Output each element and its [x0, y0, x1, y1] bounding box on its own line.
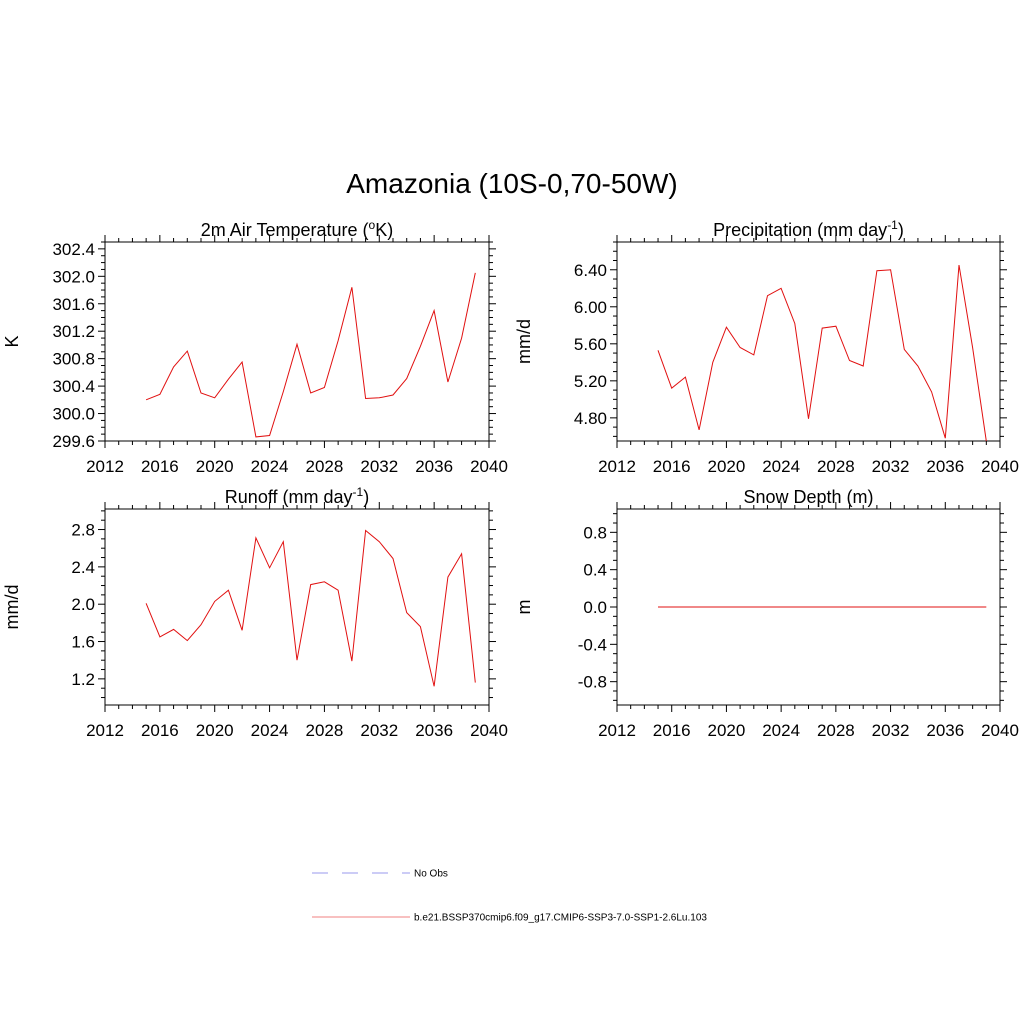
- y-tick-label: 2.8: [71, 521, 95, 540]
- y-axis-label: mm/d: [2, 585, 22, 630]
- legend-model-label: b.e21.BSSP370cmip6.f09_g17.CMIP6-SSP3-7.…: [414, 913, 707, 924]
- y-tick-label: 6.40: [574, 261, 607, 280]
- x-tick-label: 2032: [872, 721, 910, 740]
- x-tick-label: 2012: [86, 721, 124, 740]
- x-tick-label: 2012: [598, 721, 636, 740]
- panel-title: 2m Air Temperature (oK): [201, 218, 393, 240]
- series-line: [145, 529, 476, 687]
- y-tick-label: 4.80: [574, 409, 607, 428]
- y-tick-label: 5.60: [574, 335, 607, 354]
- y-tick-label: 2.4: [71, 558, 95, 577]
- x-tick-label: 2028: [306, 457, 344, 476]
- panel-title: Snow Depth (m): [743, 487, 873, 507]
- x-tick-label: 2040: [981, 721, 1019, 740]
- x-tick-label: 2040: [981, 457, 1019, 476]
- y-tick-label: 302.0: [52, 267, 95, 286]
- x-tick-label: 2016: [141, 721, 179, 740]
- x-tick-label: 2020: [708, 457, 746, 476]
- x-tick-label: 2028: [817, 721, 855, 740]
- x-tick-label: 2016: [141, 457, 179, 476]
- x-tick-label: 2028: [817, 457, 855, 476]
- y-tick-label: 300.8: [52, 350, 95, 369]
- x-tick-label: 2024: [762, 721, 800, 740]
- y-axis-label: K: [2, 335, 22, 347]
- y-tick-label: 5.20: [574, 372, 607, 391]
- y-tick-label: 1.2: [71, 670, 95, 689]
- panel-precipitation: 2012 2016 2020 2024 2028 2032 2036 2040 4.80 5.20…: [514, 218, 1019, 476]
- y-axis-label: mm/d: [514, 319, 534, 364]
- x-tick-label: 2024: [762, 457, 800, 476]
- y-tick-label: 301.6: [52, 295, 95, 314]
- series-line: [657, 265, 987, 442]
- y-tick-label: 0.4: [583, 561, 607, 580]
- y-tick-label: 2.0: [71, 595, 95, 614]
- y-tick-label: 299.6: [52, 432, 95, 451]
- x-tick-label: 2036: [415, 457, 453, 476]
- y-tick-label: 302.4: [52, 240, 95, 259]
- y-tick-label: 0.0: [583, 598, 607, 617]
- y-tick-label: 300.4: [52, 377, 95, 396]
- x-tick-label: 2016: [653, 457, 691, 476]
- x-tick-label: 2020: [196, 721, 234, 740]
- panel-runoff: 2012 2016 2020 2024 2028 2032 2036 2040 1.2 1.6 2.…: [2, 485, 508, 740]
- x-tick-label: 2020: [708, 721, 746, 740]
- x-tick-label: 2028: [306, 721, 344, 740]
- panel-title: Runoff (mm day-1): [225, 485, 369, 507]
- x-tick-label: 2032: [872, 457, 910, 476]
- x-tick-label: 2036: [415, 721, 453, 740]
- y-tick-label: -0.4: [578, 635, 607, 654]
- x-tick-label: 2012: [598, 457, 636, 476]
- panel-air-temperature: 2012 2016 2020 2024 2028 2032 2036 2040 299.6 300…: [2, 218, 508, 476]
- x-tick-label: 2032: [360, 457, 398, 476]
- y-tick-label: 1.6: [71, 633, 95, 652]
- x-tick-label: 2040: [470, 457, 508, 476]
- x-tick-label: 2024: [251, 721, 289, 740]
- x-tick-label: 2020: [196, 457, 234, 476]
- y-tick-label: 6.00: [574, 298, 607, 317]
- legend: No Obs b.e21.BSSP370cmip6.f09_g17.CMIP6-…: [312, 869, 707, 924]
- x-tick-label: 2012: [86, 457, 124, 476]
- y-tick-label: 301.2: [52, 322, 95, 341]
- x-tick-label: 2036: [926, 457, 964, 476]
- x-tick-label: 2040: [470, 721, 508, 740]
- panel-snow-depth: 2012 2016 2020 2024 2028 2032 2036 2040 -0.8 -0.4…: [514, 487, 1019, 740]
- y-tick-label: 300.0: [52, 405, 95, 424]
- x-tick-label: 2016: [653, 721, 691, 740]
- y-tick-label: 0.8: [583, 523, 607, 542]
- series-line: [145, 272, 476, 438]
- x-tick-label: 2032: [360, 721, 398, 740]
- plot-frame: [616, 241, 1001, 442]
- x-tick-label: 2036: [926, 721, 964, 740]
- page-title: Amazonia (10S-0,70-50W): [346, 168, 678, 199]
- y-axis-label: m: [514, 600, 534, 615]
- y-tick-label: -0.8: [578, 673, 607, 692]
- legend-obs-label: No Obs: [414, 869, 448, 880]
- panel-title: Precipitation (mm day-1): [713, 218, 904, 240]
- x-tick-label: 2024: [251, 457, 289, 476]
- plot-frame: [104, 241, 490, 442]
